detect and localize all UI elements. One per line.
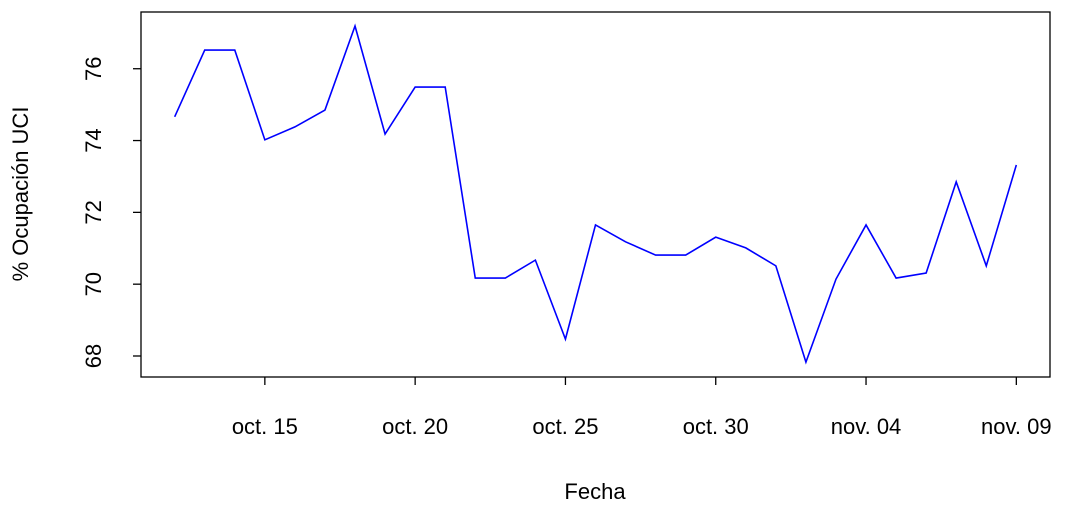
y-tick-label: 74 xyxy=(81,128,106,152)
x-tick-label: oct. 15 xyxy=(232,414,298,439)
y-axis-label: % Ocupación UCI xyxy=(8,107,33,282)
x-tick-label: nov. 09 xyxy=(981,414,1052,439)
y-tick-label: 76 xyxy=(81,56,106,80)
x-tick-label: oct. 30 xyxy=(683,414,749,439)
y-tick-label: 72 xyxy=(81,200,106,224)
plot-box xyxy=(140,11,1051,378)
data-line xyxy=(173,23,1018,365)
y-tick-label: 70 xyxy=(81,272,106,296)
y-tick-label: 68 xyxy=(81,344,106,368)
x-axis-label: Fecha xyxy=(564,479,626,504)
x-tick-label: nov. 04 xyxy=(831,414,902,439)
x-tick-label: oct. 25 xyxy=(532,414,598,439)
x-tick-label: oct. 20 xyxy=(382,414,448,439)
